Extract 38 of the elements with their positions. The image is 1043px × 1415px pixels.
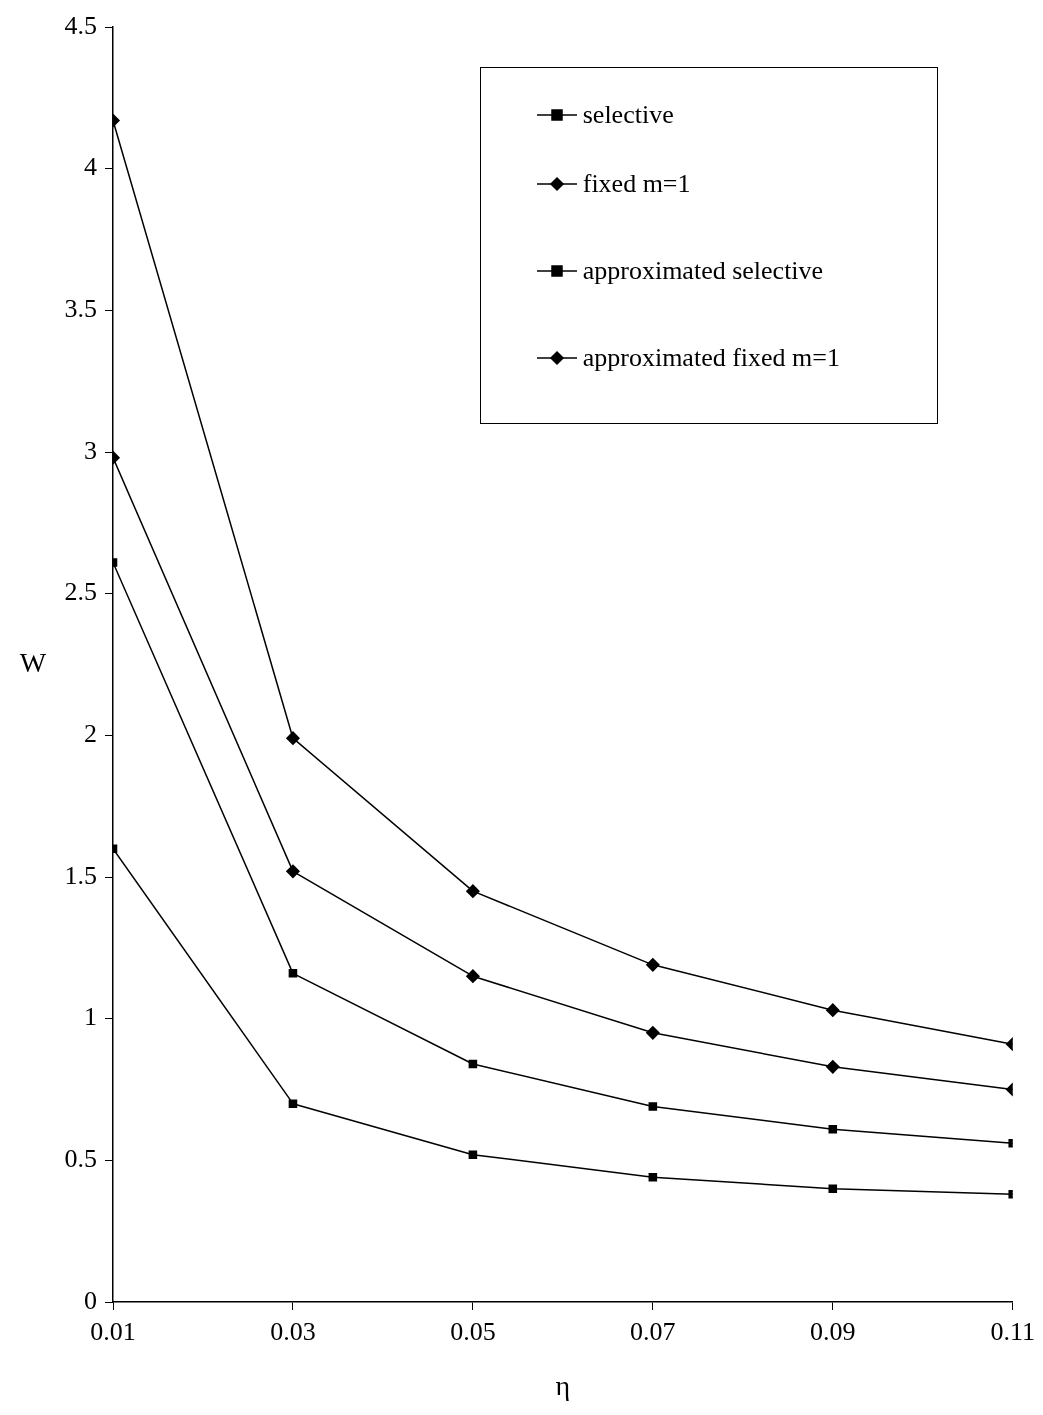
y-tick-label: 0: [84, 1285, 97, 1315]
point: [826, 1003, 840, 1017]
point: [646, 1026, 660, 1040]
y-tick-label: 4: [84, 152, 97, 182]
point: [648, 1102, 658, 1111]
x-axis-title: η: [555, 1370, 571, 1402]
y-tick-label: 1: [84, 1002, 97, 1032]
x-tick-label: 0.03: [270, 1317, 316, 1347]
y-tick-label: 3: [84, 435, 97, 465]
x-tick-label: 0.01: [90, 1317, 136, 1347]
legend-label: approximated selective: [582, 255, 824, 286]
point: [646, 958, 660, 972]
y-tick-label: 4.5: [64, 10, 97, 40]
legend-label: fixed m=1: [582, 168, 691, 199]
point: [468, 1150, 478, 1159]
legend-label: selective: [582, 100, 674, 130]
x-tick-label: 0.11: [990, 1317, 1036, 1347]
point: [826, 1060, 840, 1074]
y-tick-label: 0.5: [64, 1144, 97, 1174]
x-tick-label: 0.07: [630, 1317, 676, 1347]
point: [286, 864, 300, 879]
point: [286, 731, 300, 745]
point: [648, 1173, 658, 1182]
point: [828, 1184, 838, 1193]
x-tick-label: 0.05: [450, 1317, 496, 1347]
legend-label: approximated fixed m=1: [582, 342, 840, 373]
point: [288, 969, 298, 978]
y-axis-title: W: [19, 646, 47, 678]
point: [466, 884, 480, 898]
y-tick-label: 2.5: [64, 577, 97, 607]
y-tick-label: 3.5: [64, 294, 97, 324]
point: [468, 1059, 478, 1069]
point: [466, 969, 480, 983]
point: [288, 1099, 298, 1108]
y-tick-label: 1.5: [64, 860, 97, 890]
x-tick-label: 0.09: [810, 1317, 856, 1347]
y-tick-label: 2: [84, 719, 97, 749]
point: [828, 1124, 838, 1134]
